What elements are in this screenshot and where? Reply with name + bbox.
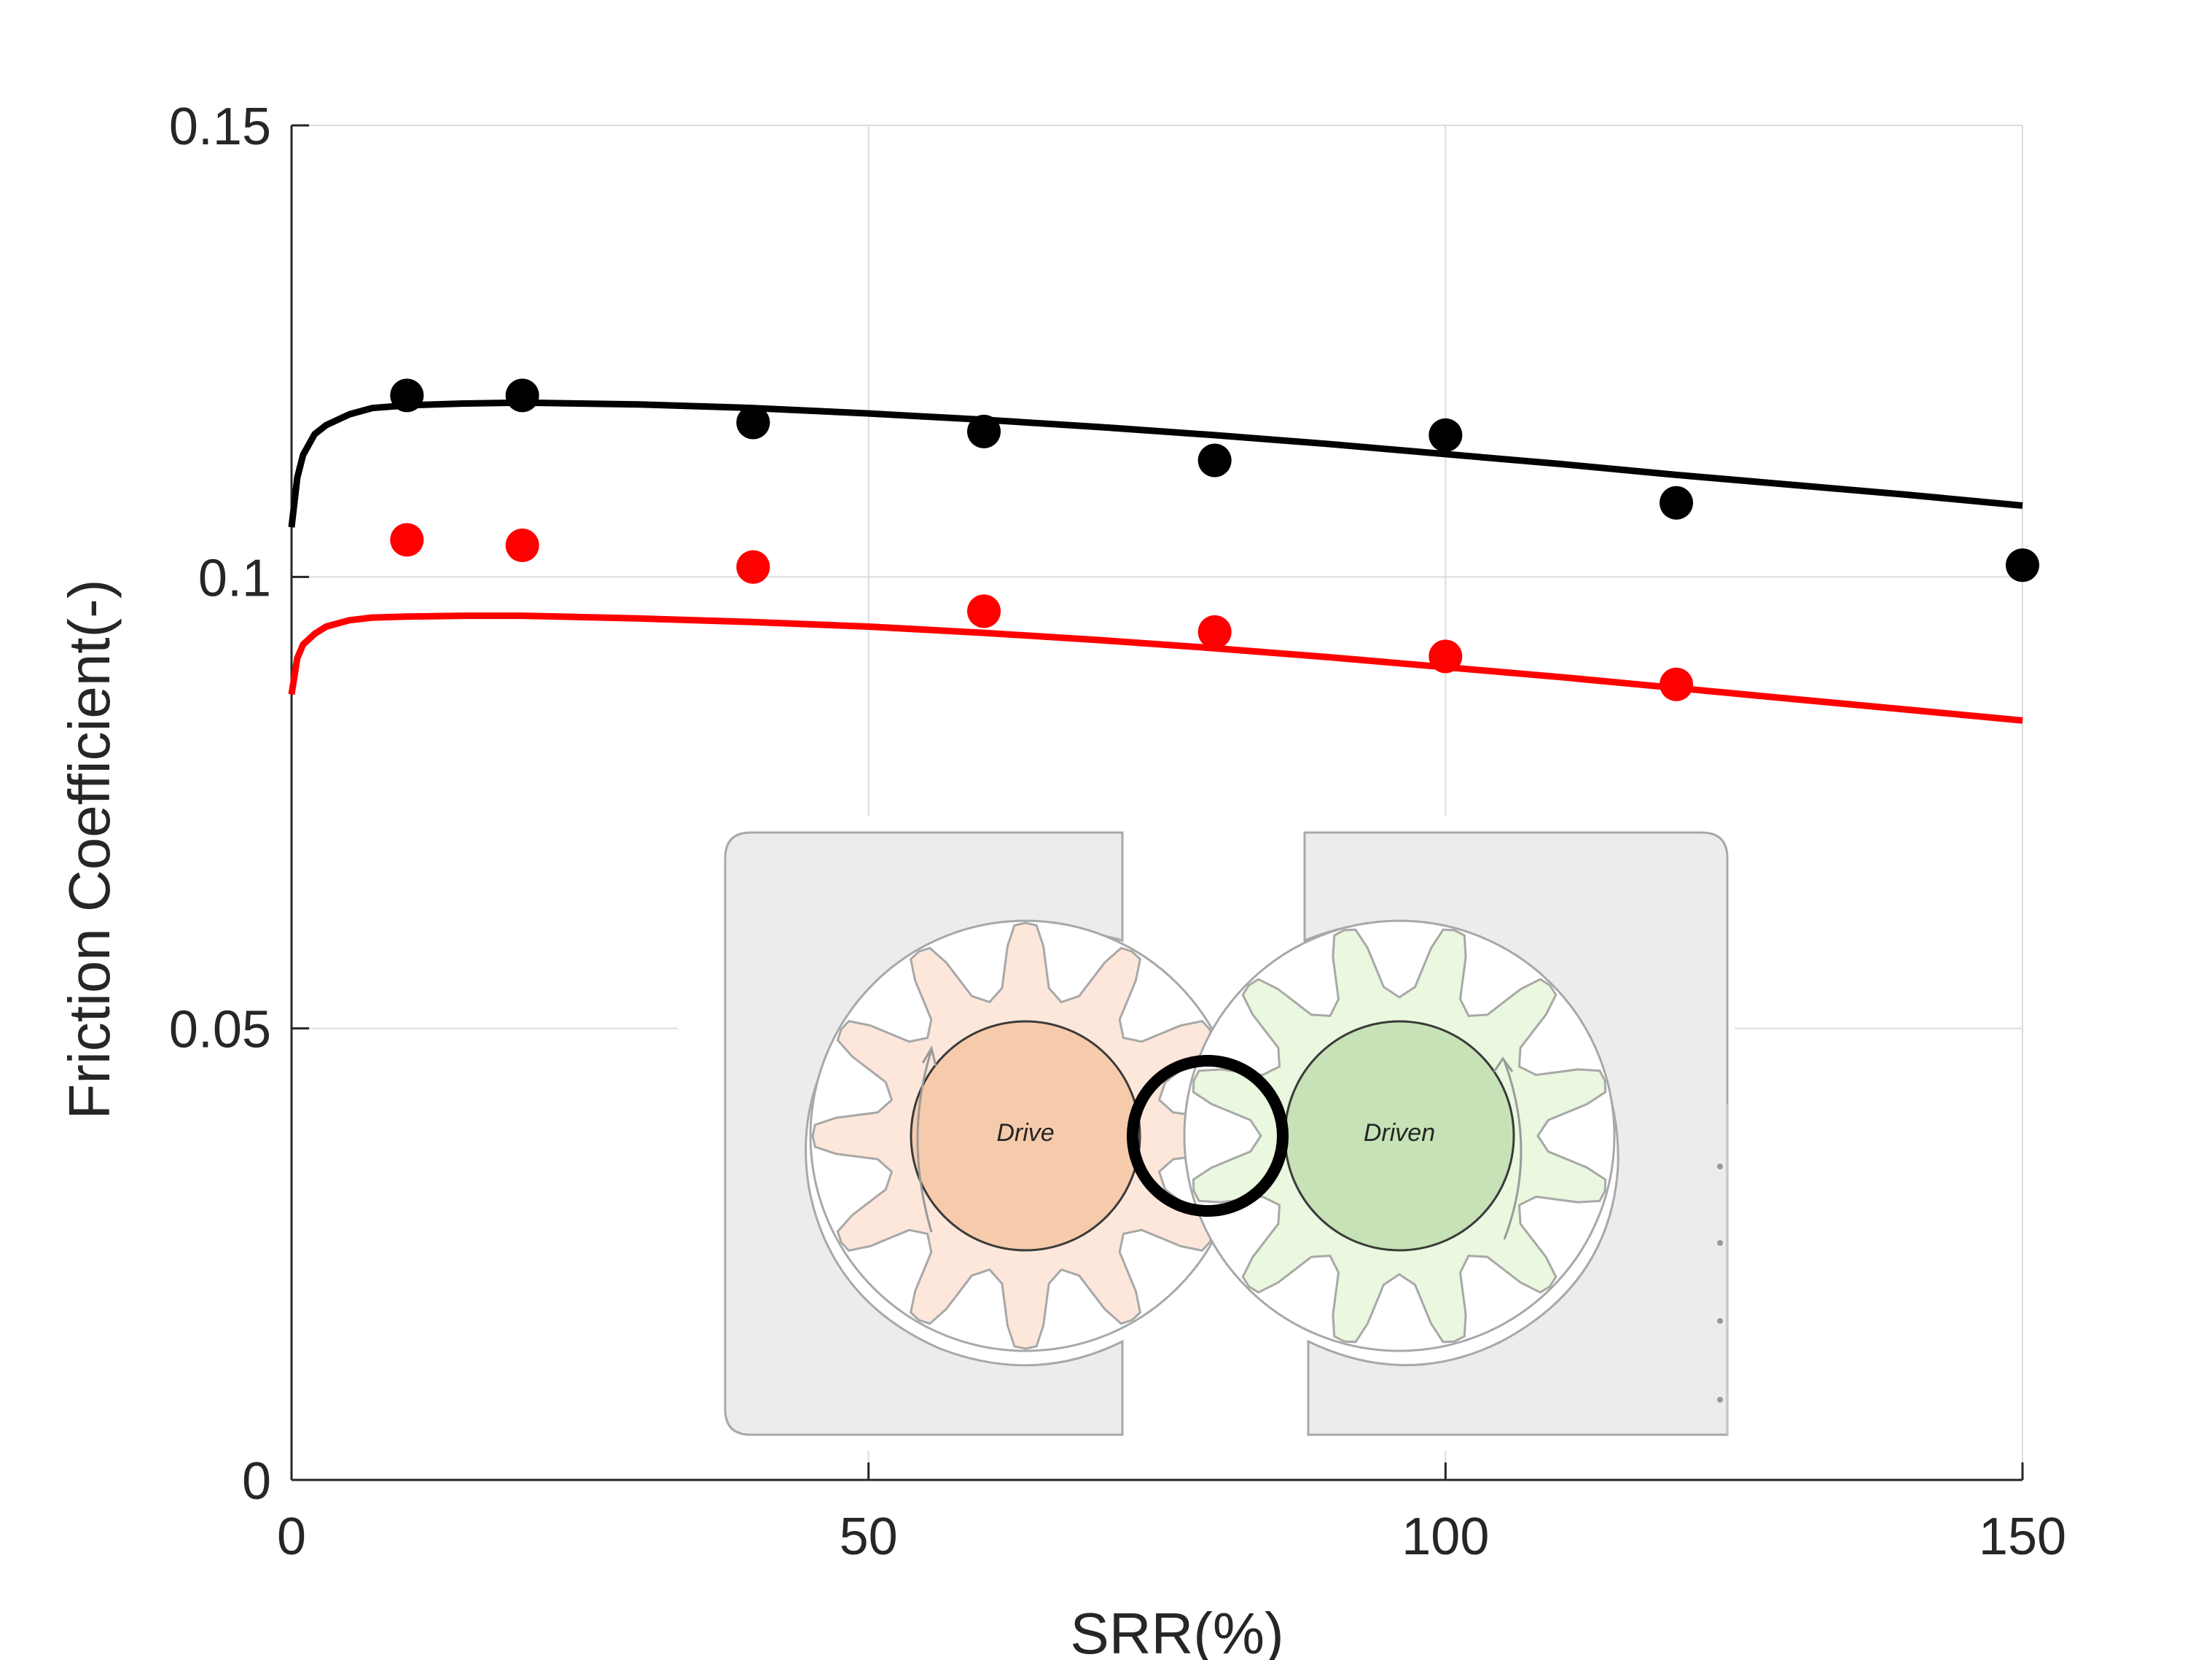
y-tick-label: 0.15 bbox=[169, 98, 271, 156]
data-point bbox=[390, 523, 424, 557]
data-point bbox=[505, 378, 539, 413]
data-point bbox=[1197, 443, 1232, 478]
drive-label: Drive bbox=[996, 1119, 1054, 1147]
drive-gear-hub bbox=[910, 1020, 1141, 1252]
contact-highlight-circle bbox=[1127, 1055, 1289, 1217]
gear-pump-inset: Drive Driven bbox=[678, 817, 1735, 1451]
axes bbox=[290, 124, 2024, 1481]
model-line-2 bbox=[288, 399, 2023, 528]
driven-rotation-arrowhead-icon bbox=[1493, 1056, 1514, 1072]
data-point bbox=[1429, 639, 1463, 674]
data-point bbox=[1429, 418, 1463, 452]
y-axis-label: Friction Coefficient(-) bbox=[57, 580, 122, 1120]
driven-gear bbox=[1183, 919, 1616, 1352]
driven-rotation-arrow-icon bbox=[1503, 1060, 1523, 1240]
data-point bbox=[736, 550, 770, 584]
data-point bbox=[967, 594, 1001, 628]
model-lines bbox=[288, 399, 2023, 724]
x-tick-label: 0 bbox=[277, 1508, 306, 1566]
x-axis-label: SRR(%) bbox=[1070, 1601, 1283, 1660]
x-tick-label: 150 bbox=[1979, 1508, 2066, 1566]
y-tick-label: 0.05 bbox=[169, 1001, 271, 1059]
drive-rotation-arrowhead-icon bbox=[921, 1045, 937, 1067]
scale-dots bbox=[1717, 1164, 1723, 1403]
y-tick-label: 0.1 bbox=[198, 549, 271, 607]
data-point bbox=[736, 405, 770, 440]
tick-labels: 0 50 100 150 0 0.05 0.1 0.15 bbox=[169, 98, 2066, 1566]
data-point bbox=[1660, 486, 1693, 520]
model-line-3 bbox=[288, 612, 2023, 724]
y-tick-label: 0 bbox=[242, 1452, 271, 1511]
data-point bbox=[2006, 548, 2039, 582]
data-point bbox=[505, 528, 539, 562]
data-point bbox=[1660, 667, 1693, 701]
data-point bbox=[1197, 615, 1232, 649]
data-point bbox=[967, 414, 1001, 448]
x-tick-label: 100 bbox=[1402, 1508, 1489, 1566]
measured-points bbox=[390, 378, 2039, 701]
x-tick-label: 50 bbox=[840, 1508, 898, 1566]
data-point bbox=[390, 378, 424, 413]
driven-label: Driven bbox=[1364, 1119, 1435, 1147]
drive-rotation-arrow-icon bbox=[916, 1049, 933, 1233]
